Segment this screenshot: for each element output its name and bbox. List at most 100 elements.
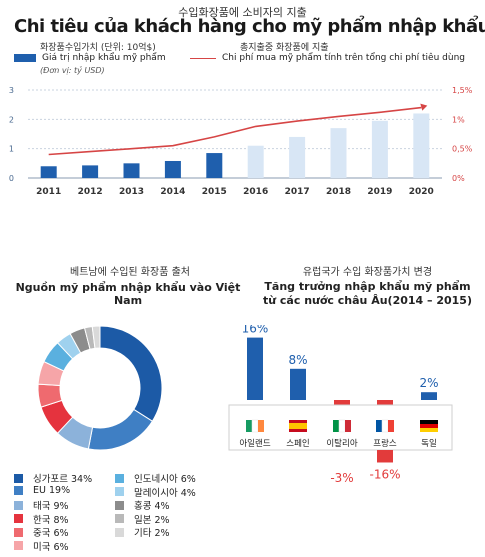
y2-tick-label: 1%: [452, 115, 465, 124]
x-tick-label: 2011: [36, 187, 61, 197]
pie-legend-item: 홍콩 4%: [115, 498, 170, 512]
x-tick-label: 2016: [243, 187, 268, 197]
pie-legend-item: 일본 2%: [115, 512, 170, 526]
flag-stripe: [420, 424, 438, 428]
bar: [330, 128, 347, 178]
country-label: 아일랜드: [239, 438, 270, 449]
bar: [289, 136, 306, 178]
pie-legend-item: 중국 6%: [14, 525, 69, 539]
flag-stripe: [381, 419, 389, 433]
pie-slice: [87, 408, 154, 451]
chart-title-korean: 수입화장품에 소비자의 지출: [178, 6, 307, 19]
pie-legend-swatch: [14, 473, 23, 483]
flag-stripe: [251, 419, 259, 433]
pie-legend-item: EU 19%: [14, 485, 70, 496]
pie-legend-swatch: [14, 514, 23, 523]
pie-legend-label: 인도네시아 6%: [134, 474, 196, 485]
flag-stripe: [420, 420, 438, 424]
x-tick-label: 2020: [409, 187, 434, 197]
x-tick-label: 2018: [326, 187, 351, 197]
growth-value-label: -3%: [330, 471, 353, 485]
growth-bar-chart: 아일랜드 스페인 이탈리아 프랑스 독일 16% 8% -3% -16% 2%: [228, 325, 453, 485]
flag-stripe: [388, 420, 394, 432]
pie-legend-label: EU 19%: [33, 484, 71, 496]
bar: [123, 163, 140, 178]
bar: [371, 120, 388, 178]
country-label: 프랑스: [373, 438, 397, 449]
pie-legend-label: 중국 6%: [33, 528, 69, 539]
flag-stripe: [289, 420, 307, 423]
bar: [40, 166, 57, 178]
pie-legend-swatch: [14, 485, 23, 495]
pie-legend-item: 한국 8%: [14, 512, 69, 526]
growth-value-label: -16%: [369, 467, 400, 481]
pie-legend-item: 태국 9%: [14, 498, 69, 512]
line-arrow-head: [420, 103, 428, 111]
legend-line-label-korean: 총지출중 화장품에 지출: [240, 43, 329, 53]
growth-title-line1: Tăng trưởng nhập khẩu mỹ phẩm: [264, 280, 471, 293]
x-tick-label: 2012: [78, 187, 103, 197]
pie-slice: [99, 325, 163, 422]
unit-label: (Đơn vị: tỷ USD): [40, 66, 105, 75]
chart-title-vietnamese: Chi tiêu của khách hàng cho mỹ phẩm nhập…: [14, 16, 485, 37]
pie-legend-label: 미국 6%: [33, 541, 69, 553]
flag-stripe: [420, 428, 438, 432]
pie-legend-swatch: [115, 500, 124, 510]
x-tick-label: 2019: [367, 187, 392, 197]
pie-legend-label: 한국 8%: [33, 514, 69, 526]
pie-legend-item: 싱가포르 34%: [14, 471, 92, 485]
growth-title-korean: 유럽국가 수입 화장품가치 변경: [302, 267, 433, 278]
pie-legend-swatch: [14, 527, 23, 537]
bar: [247, 145, 264, 178]
pie-title-korean: 베트남에 수입된 화장품 출처: [70, 267, 190, 278]
country-label: 스페인: [286, 438, 309, 449]
pie-legend-swatch: [14, 500, 23, 510]
growth-title-line2: từ các nước châu Âu(2014 – 2015): [262, 294, 472, 307]
pie-legend-label: 일본 2%: [134, 514, 170, 526]
y-tick-label: 0: [9, 174, 14, 183]
pie-legend-label: 기타 2%: [134, 528, 170, 539]
legend-line-entry: Chi phí mua mỹ phẩm tính trên tổng chi p…: [190, 53, 465, 63]
pie-legend-label: 태국 9%: [33, 501, 69, 512]
growth-bar: [421, 392, 437, 400]
pie-legend-item: 기타 2%: [115, 525, 170, 539]
legend-line-label: Chi phí mua mỹ phẩm tính trên tổng chi p…: [222, 53, 465, 63]
pie-legend-item: 미국 6%: [14, 539, 69, 553]
pie-legend-swatch: [14, 541, 23, 550]
growth-value-label: 2%: [419, 376, 438, 390]
legend-bar-swatch: [14, 54, 36, 62]
legend-bar-label-korean: 화장품수입가치 (단위: 10억$): [40, 43, 156, 53]
x-tick-label: 2014: [160, 187, 185, 197]
pie-legend-swatch: [115, 527, 124, 537]
flag-stripe: [289, 423, 307, 429]
y-tick-label: 3: [9, 86, 14, 95]
pie-legend-label: 말레이시아 4%: [134, 487, 196, 499]
flag-stripe: [246, 420, 252, 432]
pie-legend-swatch: [115, 514, 124, 523]
growth-bar: [290, 368, 306, 400]
y-tick-label: 1: [9, 145, 14, 154]
flag-stripe: [345, 420, 351, 432]
country-label: 독일: [421, 439, 437, 449]
pie-legend-label: 홍콩 4%: [134, 501, 170, 512]
pie-title-vietnamese: Nguồn mỹ phẩm nhập khẩu vào Việt Nam: [15, 281, 241, 307]
flag-stripe: [333, 420, 339, 432]
bar: [206, 153, 223, 178]
x-tick-label: 2013: [119, 187, 144, 197]
y-tick-label: 2: [9, 115, 14, 124]
line-series: [48, 106, 422, 156]
growth-value-label: 16%: [242, 325, 269, 336]
legend-bar-label: Giá trị nhập khẩu mỹ phẩm: [42, 53, 166, 63]
flag-stripe: [376, 420, 382, 432]
x-tick-label: 2017: [285, 187, 310, 197]
flag-stripe: [258, 420, 264, 432]
x-tick-label: 2015: [202, 187, 227, 197]
pie-legend-swatch: [115, 473, 124, 483]
y2-tick-label: 1,5%: [452, 86, 473, 95]
pie-legend-label: 싱가포르 34%: [33, 474, 93, 485]
pie-legend-swatch: [115, 487, 124, 496]
flag-stripe: [289, 429, 307, 432]
donut-chart: [37, 325, 163, 451]
pie-slice: [91, 325, 101, 349]
bar: [164, 160, 181, 178]
